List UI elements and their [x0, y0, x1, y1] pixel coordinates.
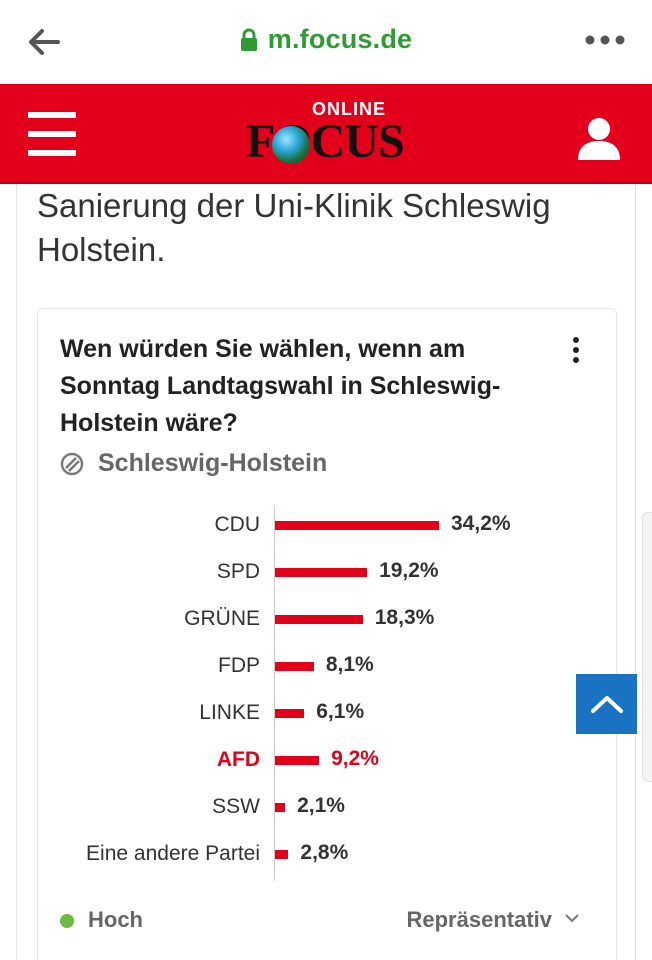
- chart-value-label: 9,2%: [331, 747, 379, 770]
- chart-category-label: FDP: [218, 654, 260, 677]
- logo-focus-text: FOCUS: [246, 115, 405, 168]
- article-body: Sanierung der Uni-Klinik Schleswig Holst…: [16, 184, 636, 960]
- chart-value-label: 8,1%: [325, 653, 374, 676]
- address-bar[interactable]: m.focus.de: [0, 24, 652, 60]
- chart-category-label: SSW: [212, 795, 260, 818]
- chart-category-label: LINKE: [199, 701, 260, 724]
- browser-toolbar: m.focus.de: [0, 0, 652, 84]
- chart-category-label: SPD: [216, 560, 260, 583]
- location-icon: [60, 452, 84, 475]
- user-icon[interactable]: [576, 116, 622, 160]
- chevron-up-icon: [590, 696, 623, 713]
- chart-category-label: CDU: [214, 513, 261, 536]
- chart-bar: [275, 756, 320, 765]
- chart-value-label: 34,2%: [451, 512, 511, 535]
- chart-row: AFD 9,2%: [38, 740, 618, 780]
- chart-bar: [275, 568, 368, 577]
- back-arrow-icon[interactable]: [26, 28, 60, 56]
- lock-icon: [240, 28, 257, 51]
- globe-icon: [272, 126, 310, 164]
- site-header: ONLINE FOCUS: [0, 84, 652, 184]
- representative-filter[interactable]: Repräsentativ: [406, 907, 552, 932]
- logo-online-text: ONLINE: [312, 99, 387, 119]
- header-edge: [0, 181, 652, 184]
- status-dot-icon: [60, 914, 74, 928]
- chart-value-label: 2,8%: [300, 841, 349, 864]
- chart-bar: [275, 615, 363, 624]
- article-paragraph: Sanierung der Uni-Klinik Schleswig Holst…: [37, 187, 551, 268]
- chart-bar: [275, 521, 439, 530]
- chart-row: Eine andere Partei 2,8%: [38, 834, 618, 874]
- chart-bar: [275, 662, 314, 671]
- chart-value-label: 2,1%: [297, 794, 345, 817]
- chart-value-label: 19,2%: [379, 559, 439, 582]
- chart-row: SSW 2,1%: [38, 787, 618, 827]
- chart-category-label: AFD: [216, 748, 260, 771]
- poll-results-chart: CDU 34,2% SPD 19,2% GRÜNE 18,3% FDP 8,1% LINKE 6,…: [38, 505, 618, 885]
- chart-row: SPD 19,2%: [38, 552, 618, 592]
- focus-online-logo[interactable]: ONLINE FOCUS: [246, 98, 411, 170]
- kebab-menu-icon[interactable]: [571, 337, 581, 363]
- chart-value-label: 6,1%: [316, 700, 365, 723]
- more-dots-icon[interactable]: [584, 34, 626, 46]
- scroll-to-top-button[interactable]: [576, 674, 637, 734]
- scrollbar[interactable]: [642, 512, 652, 782]
- poll-footer: Hoch Repräsentativ: [60, 905, 580, 939]
- chart-row: GRÜNE 18,3%: [38, 599, 618, 639]
- chart-value-label: 18,3%: [374, 606, 435, 629]
- chart-bar: [275, 850, 289, 859]
- poll-question: Wen würden Sie wählen, wenn am Sonntag L…: [60, 335, 501, 437]
- chart-row: FDP 8,1%: [38, 646, 618, 686]
- chevron-down-icon[interactable]: [564, 911, 580, 925]
- chart-category-label: Eine andere Partei: [86, 842, 260, 865]
- hamburger-menu-icon[interactable]: [28, 112, 76, 156]
- poll-location: Schleswig-Holstein: [60, 449, 327, 478]
- status-text: Hoch: [88, 907, 143, 932]
- chart-category-label: GRÜNE: [184, 607, 260, 630]
- chart-row: LINKE 6,1%: [38, 693, 618, 733]
- chart-bar: [275, 803, 286, 812]
- poll-location-text: Schleswig-Holstein: [98, 449, 328, 477]
- url-text: m.focus.de: [267, 24, 413, 54]
- chart-bar: [275, 709, 305, 718]
- chart-row: CDU 34,2%: [38, 505, 618, 545]
- poll-card: Wen würden Sie wählen, wenn am Sonntag L…: [37, 308, 617, 960]
- chart-axis-line: [274, 505, 275, 881]
